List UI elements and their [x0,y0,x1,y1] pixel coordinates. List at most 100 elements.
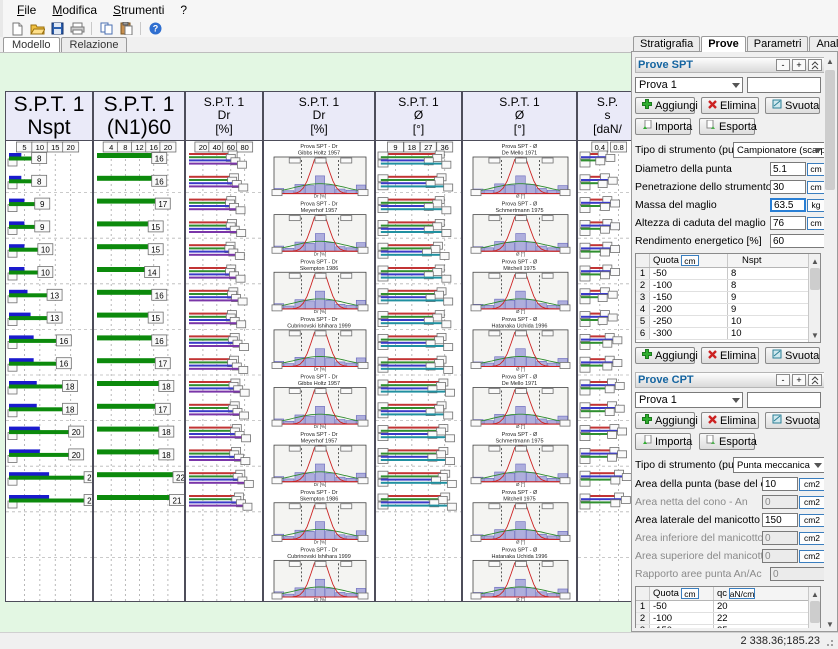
value-cell[interactable]: 8 [728,280,820,291]
table-row[interactable]: 3-15025 [636,625,820,628]
value-cell[interactable]: 20 [714,601,820,612]
spt-table-scrollbar[interactable]: ▲▼ [808,254,820,342]
menu-modifica[interactable]: Modifica [44,1,105,19]
unit-chip[interactable]: cm2 [799,532,825,545]
spt-svuota-button[interactable]: Svuota [765,97,820,114]
quota-cell[interactable]: -250 [650,316,728,327]
scroll-up-icon[interactable]: ▲ [809,587,821,601]
spt-elimina-button[interactable]: Elimina [701,97,759,114]
help-icon[interactable]: ? [146,21,164,36]
cpt-value-input[interactable] [762,513,798,527]
menu-file[interactable]: File [9,1,44,19]
paste-icon[interactable] [117,21,135,36]
save-icon[interactable] [48,21,66,36]
spt-esporta-button[interactable]: Esporta [699,118,755,135]
collapse-minus-button[interactable]: - [776,59,790,71]
quota-cell[interactable]: -50 [650,601,714,612]
spt-importa-button[interactable]: Importa [635,118,691,135]
table-row[interactable]: 2-10022 [636,613,820,625]
menu-strumenti[interactable]: Strumenti [105,1,172,19]
tab-analisi[interactable]: Analisi [809,36,838,52]
cpt-value-input[interactable] [762,477,798,491]
scroll-up-icon[interactable]: ▲ [809,254,821,268]
resize-grip[interactable] [826,637,836,647]
quota-cell[interactable]: -150 [650,292,728,303]
cpt-table-scrollbar[interactable]: ▲▼ [808,587,820,628]
spt-instrument-combobox[interactable]: Campionatore (scarpa ta [733,142,825,158]
table-row[interactable]: 5-25010 [636,316,820,328]
cpt-instrument-combobox[interactable]: Punta meccanica [733,457,825,473]
scroll-down-icon[interactable]: ▼ [824,617,836,631]
value-cell[interactable]: 10 [728,328,820,339]
expand-plus-button[interactable]: + [792,59,806,71]
spt-value-input[interactable] [770,234,825,248]
unit-chip[interactable]: cm [807,217,825,230]
spt-table-aggiungi-button[interactable]: Aggiungi [635,347,695,364]
spt-value-input[interactable] [770,162,806,176]
field-label: Area della punta (base del cono) - Ac [635,478,762,490]
cpt-svuota-button[interactable]: Svuota [765,412,820,429]
expand-plus-button[interactable]: + [792,374,806,386]
open-folder-icon[interactable] [28,21,46,36]
cpt-aggiungi-button[interactable]: Aggiungi [635,412,695,429]
unit-chip[interactable]: kg [807,199,825,212]
collapse-chevron-icon[interactable] [808,374,822,386]
tab-relazione[interactable]: Relazione [61,37,128,52]
table-row[interactable]: 4-2009 [636,304,820,316]
menu-help[interactable]: ? [172,1,195,19]
value-cell[interactable]: 10 [728,316,820,327]
spt-test-name-input[interactable] [747,77,821,93]
qc-unit-chip[interactable]: daN/cm2 [729,588,755,599]
unit-chip[interactable]: cm [807,181,825,194]
cpt-test-name-input[interactable] [747,392,821,408]
value-cell[interactable]: 9 [728,292,820,303]
cpt-importa-button[interactable]: Importa [635,433,691,450]
quota-cell[interactable]: -100 [650,280,728,291]
scroll-thumb[interactable] [825,70,835,190]
collapse-chevron-icon[interactable] [808,59,822,71]
value-cell[interactable]: 22 [714,613,820,624]
spt-value-input[interactable] [770,198,806,212]
table-row[interactable]: 6-30010 [636,328,820,340]
value-cell[interactable]: 8 [728,268,820,279]
quota-cell[interactable]: -300 [650,328,728,339]
spt-table-svuota-button[interactable]: Svuota [765,347,820,364]
quota-cell[interactable]: -200 [650,304,728,315]
spt-value-input[interactable] [770,216,806,230]
new-document-icon[interactable] [8,21,26,36]
spt-table-elimina-button[interactable]: Elimina [701,347,759,364]
tab-modello[interactable]: Modello [3,37,60,52]
quota-cell[interactable]: -150 [650,625,714,628]
scroll-up-icon[interactable]: ▲ [824,54,836,68]
value-cell[interactable]: 25 [714,625,820,628]
value-cell[interactable]: 9 [728,304,820,315]
quota-cell[interactable]: -100 [650,613,714,624]
spt-aggiungi-button[interactable]: Aggiungi [635,97,695,114]
copy-icon[interactable] [97,21,115,36]
tab-parametri[interactable]: Parametri [747,36,809,52]
spt-test-combobox[interactable]: Prova 1 [635,77,743,93]
table-row[interactable]: 2-1008 [636,280,820,292]
unit-chip[interactable]: cm [807,163,825,176]
unit-chip[interactable]: cm2 [799,550,825,563]
quota-cell[interactable]: -50 [650,268,728,279]
spt-value-input[interactable] [770,180,806,194]
cpt-elimina-button[interactable]: Elimina [701,412,759,429]
table-row[interactable]: 1-5020 [636,601,820,613]
unit-chip[interactable]: cm2 [799,496,825,509]
cpt-test-combobox[interactable]: Prova 1 [635,392,743,408]
cpt-esporta-button[interactable]: Esporta [699,433,755,450]
quota-unit-chip[interactable]: cm [681,588,699,599]
unit-chip[interactable]: cm2 [799,514,825,527]
table-row[interactable]: 1-508 [636,268,820,280]
tab-prove[interactable]: Prove [701,36,746,52]
chart-column-phi-dist: S.P.T. 1Ø[°]Prova SPT - ØDe Mello 1971Ø … [462,91,577,602]
print-icon[interactable] [68,21,86,36]
unit-chip[interactable]: cm2 [799,478,825,491]
panel-scrollbar[interactable]: ▲ ▼ [824,54,836,631]
table-row[interactable]: 3-1509 [636,292,820,304]
collapse-minus-button[interactable]: - [776,374,790,386]
tab-stratigrafia[interactable]: Stratigrafia [633,36,700,52]
quota-unit-chip[interactable]: cm [681,255,699,266]
scroll-down-icon[interactable]: ▼ [809,328,821,342]
